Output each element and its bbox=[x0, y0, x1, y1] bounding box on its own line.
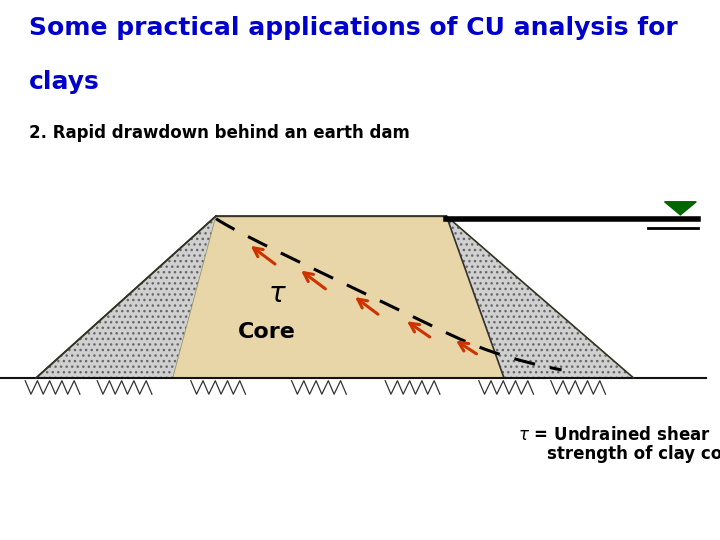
Text: $\tau$: $\tau$ bbox=[268, 280, 287, 308]
Text: Some practical applications of CU analysis for: Some practical applications of CU analys… bbox=[29, 16, 678, 40]
Polygon shape bbox=[173, 216, 504, 378]
Text: 2. Rapid drawdown behind an earth dam: 2. Rapid drawdown behind an earth dam bbox=[29, 124, 410, 142]
Text: $\tau$ = Undrained shear: $\tau$ = Undrained shear bbox=[518, 426, 711, 444]
Polygon shape bbox=[36, 216, 216, 378]
Text: clays: clays bbox=[29, 70, 99, 94]
Polygon shape bbox=[665, 202, 696, 215]
Text: Core: Core bbox=[238, 322, 295, 342]
Polygon shape bbox=[446, 216, 634, 378]
Text: strength of clay core: strength of clay core bbox=[547, 444, 720, 463]
